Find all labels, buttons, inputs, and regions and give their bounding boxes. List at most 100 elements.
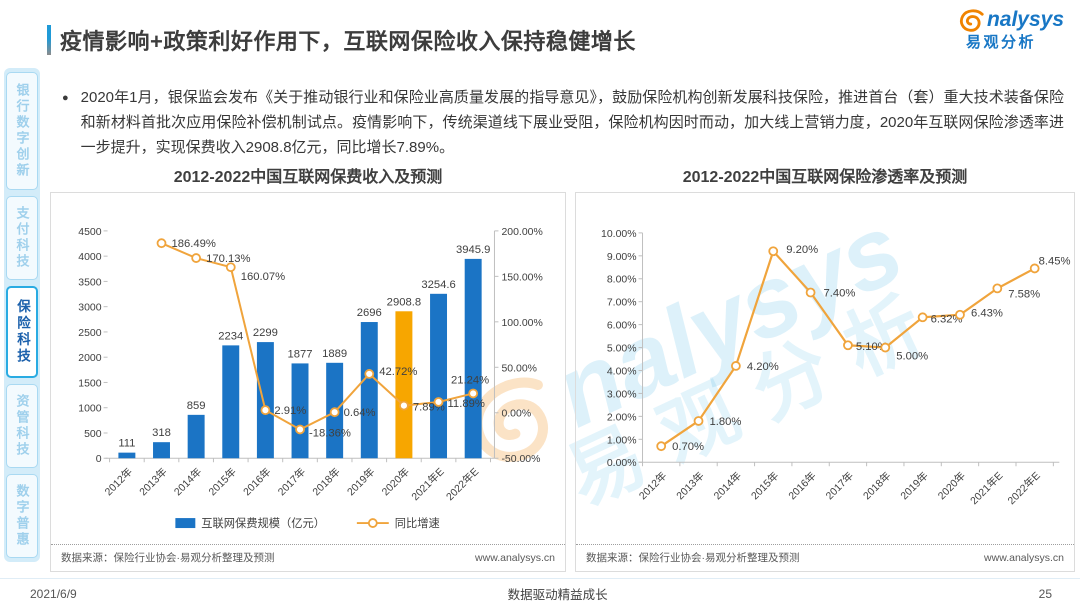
svg-text:互联网保费规模（亿元）: 互联网保费规模（亿元） [201, 516, 325, 530]
svg-text:500: 500 [84, 429, 102, 440]
svg-text:1500: 1500 [78, 378, 101, 389]
svg-text:4.00%: 4.00% [607, 366, 637, 377]
svg-text:6.32%: 6.32% [931, 313, 963, 325]
sidebar-item-asset-mgmt-tech[interactable]: 资管科技 [6, 384, 38, 468]
svg-text:170.13%: 170.13% [206, 253, 250, 265]
svg-text:2016年: 2016年 [240, 465, 273, 498]
logo-cn: 易观分析 [965, 34, 1036, 51]
right-chart-title: 2012-2022中国互联网保险渗透率及预测 [682, 169, 968, 186]
svg-text:0.00%: 0.00% [501, 409, 531, 420]
sidebar-item-label: 银行数字创新 [14, 83, 30, 179]
svg-text:2018年: 2018年 [860, 469, 893, 502]
svg-text:2015年: 2015年 [206, 465, 239, 498]
svg-text:8.45%: 8.45% [1039, 255, 1071, 267]
svg-text:2500: 2500 [78, 328, 101, 339]
right-chart: 0.00% 1.00% 2.00% 3.00% 4.00% 5.00% 6.00% 7.00%… [601, 229, 1071, 507]
footer: 2021/6/9 数据驱动精益成长 25 [0, 578, 1080, 608]
sidebar-item-label: 支付科技 [14, 206, 30, 270]
logo-latin: nalysys [986, 8, 1064, 31]
left-chart-title: 2012-2022中国互联网保费收入及预测 [173, 169, 443, 186]
svg-text:8.00%: 8.00% [607, 275, 637, 286]
svg-text:200.00%: 200.00% [501, 227, 542, 238]
analysys-swirl-icon [959, 8, 984, 32]
svg-text:1.80%: 1.80% [710, 416, 742, 428]
svg-text:2022年E: 2022年E [443, 465, 481, 503]
svg-text:0.00%: 0.00% [607, 458, 637, 469]
analysys-logo: nalysys 易观分析 [959, 8, 1064, 52]
svg-text:2017年: 2017年 [275, 465, 308, 498]
svg-text:3.00%: 3.00% [607, 389, 637, 400]
left-source-row: 数据来源：保险行业协会·易观分析整理及预测 www.analysys.cn [51, 544, 565, 571]
svg-text:2018年: 2018年 [310, 465, 343, 498]
svg-text:5.00%: 5.00% [896, 351, 928, 363]
svg-text:9.20%: 9.20% [786, 244, 818, 256]
svg-text:7.40%: 7.40% [824, 288, 856, 300]
svg-text:0.64%: 0.64% [344, 407, 376, 419]
svg-text:2012年: 2012年 [102, 465, 135, 498]
site-link[interactable]: www.analysys.cn [475, 551, 555, 564]
sidebar-item-digital-inclusion[interactable]: 数字普惠 [6, 474, 38, 558]
svg-text:3000: 3000 [78, 303, 101, 314]
svg-text:100.00%: 100.00% [501, 318, 542, 329]
svg-text:0: 0 [96, 454, 102, 465]
svg-text:6.43%: 6.43% [971, 308, 1003, 320]
svg-text:318: 318 [152, 427, 171, 439]
sidebar-item-payment-tech[interactable]: 支付科技 [6, 196, 38, 280]
left-chart-panel: 0 500 1000 1500 2000 2500 3000 3500 4000 4500 -50.… [50, 192, 566, 572]
svg-text:21.24%: 21.24% [451, 374, 489, 386]
svg-text:7.58%: 7.58% [1008, 288, 1040, 300]
footer-date: 2021/6/9 [30, 586, 77, 601]
right-source-row: 数据来源：保险行业协会·易观分析整理及预测 www.analysys.cn [576, 544, 1074, 571]
svg-text:2908.8: 2908.8 [387, 296, 421, 308]
svg-text:2021年E: 2021年E [967, 469, 1005, 507]
svg-text:-18.36%: -18.36% [309, 427, 351, 439]
svg-text:2019年: 2019年 [344, 465, 377, 498]
svg-text:2021年E: 2021年E [409, 465, 447, 503]
svg-text:2019年: 2019年 [898, 469, 931, 502]
svg-text:4000: 4000 [78, 252, 101, 263]
svg-text:1889: 1889 [322, 348, 347, 360]
svg-text:2012年: 2012年 [636, 469, 669, 502]
sidebar: 银行数字创新 支付科技 保险科技 资管科技 数字普惠 [4, 68, 40, 562]
sidebar-item-banking-digital[interactable]: 银行数字创新 [6, 72, 38, 190]
svg-text:3254.6: 3254.6 [421, 279, 455, 291]
svg-text:6.00%: 6.00% [607, 321, 637, 332]
svg-text:11.89%: 11.89% [448, 398, 485, 410]
source-note: 数据来源：保险行业协会·易观分析整理及预测 [61, 552, 275, 564]
svg-text:1000: 1000 [78, 404, 101, 415]
site-link[interactable]: www.analysys.cn [984, 551, 1064, 564]
svg-text:2014年: 2014年 [711, 469, 744, 502]
sidebar-item-insurance-tech[interactable]: 保险科技 [6, 286, 38, 378]
svg-text:2013年: 2013年 [674, 469, 707, 502]
svg-text:-50.00%: -50.00% [501, 454, 540, 465]
svg-text:2014年: 2014年 [171, 465, 204, 498]
right-chart-panel: 0.00% 1.00% 2.00% 3.00% 4.00% 5.00% 6.00% 7.00%… [575, 192, 1075, 572]
svg-text:2013年: 2013年 [137, 465, 170, 498]
svg-text:2696: 2696 [357, 307, 382, 319]
svg-text:2299: 2299 [253, 327, 278, 339]
svg-text:2015年: 2015年 [748, 469, 781, 502]
svg-text:同比增速: 同比增速 [395, 516, 440, 530]
svg-text:7.00%: 7.00% [607, 298, 637, 309]
svg-text:50.00%: 50.00% [501, 363, 537, 374]
svg-text:111: 111 [118, 438, 135, 450]
sidebar-item-label: 保险科技 [15, 299, 30, 365]
svg-text:3500: 3500 [78, 277, 101, 288]
svg-text:160.07%: 160.07% [241, 271, 285, 283]
bullet-icon: ● [62, 92, 69, 104]
left-chart: 0 500 1000 1500 2000 2500 3000 3500 4000 4500 -50.… [78, 227, 542, 530]
bullet-text: 2020年1月，银保监会发布《关于推动银行业和保险业高质量发展的指导意见》，鼓励… [80, 89, 1064, 156]
svg-text:5.00%: 5.00% [607, 344, 637, 355]
svg-text:2.00%: 2.00% [607, 412, 637, 423]
svg-text:1.00%: 1.00% [607, 435, 637, 446]
svg-text:42.72%: 42.72% [379, 366, 417, 378]
svg-text:9.00%: 9.00% [607, 252, 637, 263]
svg-text:4500: 4500 [78, 227, 101, 238]
svg-text:859: 859 [187, 400, 206, 412]
bullet-paragraph: ● 2020年1月，银保监会发布《关于推动银行业和保险业高质量发展的指导意见》，… [62, 86, 1064, 161]
charts-row: 2012-2022中国互联网保费收入及预测 0 500 1000 1500 2000 25… [50, 163, 1075, 572]
svg-text:2234: 2234 [218, 330, 243, 342]
svg-text:2022年E: 2022年E [1005, 469, 1043, 507]
sidebar-item-label: 资管科技 [14, 394, 30, 458]
svg-text:2020年: 2020年 [935, 469, 968, 502]
